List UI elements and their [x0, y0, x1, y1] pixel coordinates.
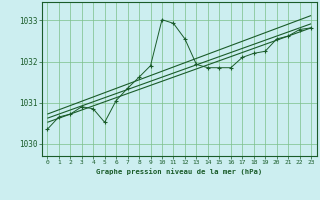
X-axis label: Graphe pression niveau de la mer (hPa): Graphe pression niveau de la mer (hPa) [96, 168, 262, 175]
